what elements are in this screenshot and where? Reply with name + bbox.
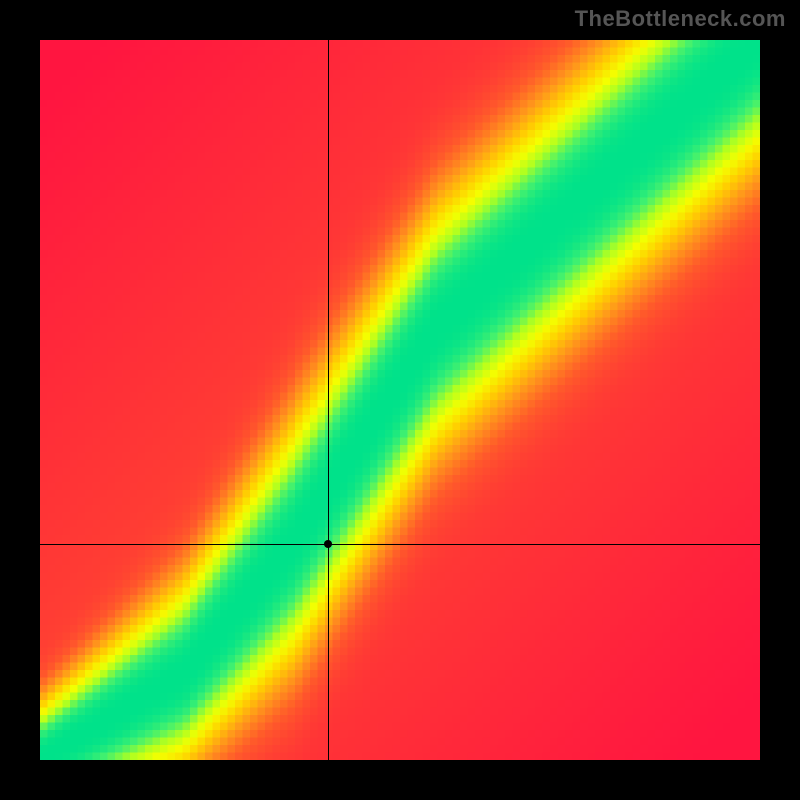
chart-frame: TheBottleneck.com [0,0,800,800]
heatmap-canvas [40,40,760,760]
watermark-text: TheBottleneck.com [575,6,786,32]
plot-area [40,40,760,760]
